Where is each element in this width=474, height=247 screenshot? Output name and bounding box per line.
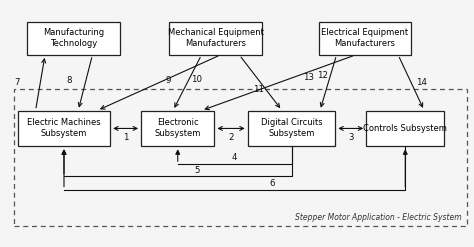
Bar (27, 22, 119, 55)
Text: 14: 14 (416, 78, 428, 87)
Text: 5: 5 (194, 166, 200, 175)
Text: 11: 11 (253, 85, 264, 94)
Text: 7: 7 (14, 78, 19, 87)
Text: Electric Machines
Subsystem: Electric Machines Subsystem (27, 118, 101, 139)
Bar (18, 111, 110, 146)
Bar (14, 89, 467, 226)
Text: Electrical Equipment
Manufacturers: Electrical Equipment Manufacturers (321, 28, 409, 48)
Text: 2: 2 (228, 133, 234, 142)
Bar (319, 22, 411, 55)
Bar (247, 111, 336, 146)
Text: Mechanical Equipment
Manufacturers: Mechanical Equipment Manufacturers (168, 28, 264, 48)
Text: Electronic
Subsystem: Electronic Subsystem (155, 118, 201, 139)
Text: Digital Circuits
Subsystem: Digital Circuits Subsystem (261, 118, 322, 139)
Text: Controls Subsystem: Controls Subsystem (364, 124, 447, 133)
Text: Stepper Motor Application - Electric System: Stepper Motor Application - Electric Sys… (294, 213, 461, 222)
Text: Manufacturing
Technology: Manufacturing Technology (43, 28, 104, 48)
Text: 10: 10 (191, 75, 202, 84)
Text: 9: 9 (165, 76, 171, 85)
Text: 6: 6 (270, 179, 275, 188)
Text: 3: 3 (348, 133, 354, 142)
Bar (141, 111, 214, 146)
Text: 13: 13 (302, 73, 314, 82)
Text: 1: 1 (123, 133, 128, 142)
Bar (366, 111, 444, 146)
Bar (170, 22, 262, 55)
Text: 12: 12 (317, 71, 328, 80)
Text: 4: 4 (232, 153, 237, 163)
Text: 8: 8 (66, 76, 72, 85)
